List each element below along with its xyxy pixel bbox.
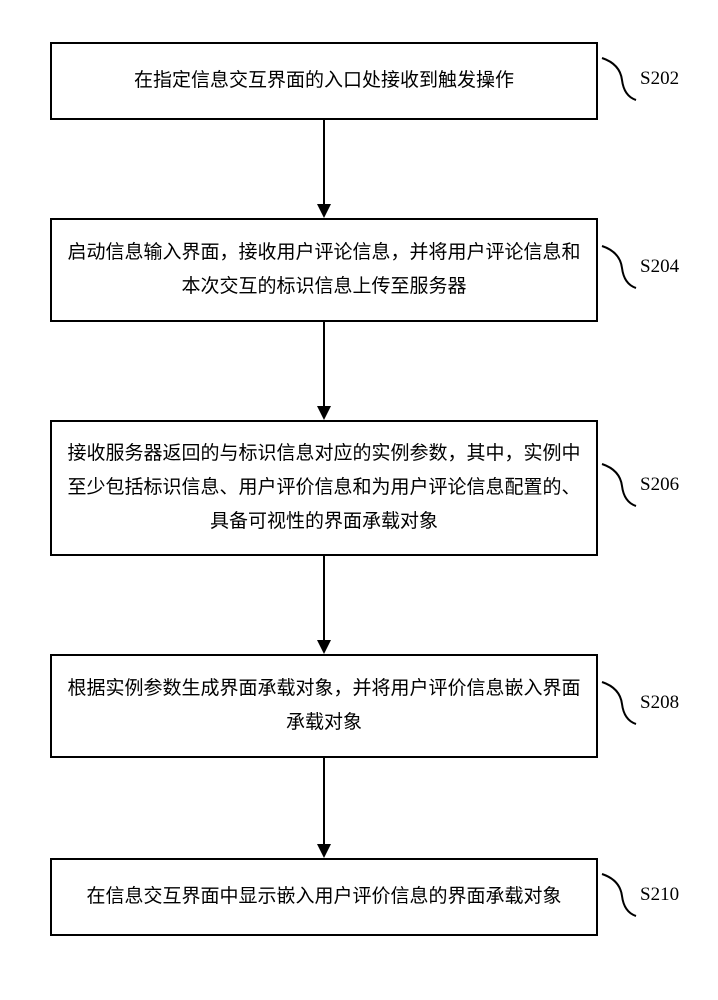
arrow-head — [317, 640, 331, 654]
step-text: 在指定信息交互界面的入口处接收到触发操作 — [134, 64, 514, 98]
step-text: 启动信息输入界面，接收用户评论信息，并将用户评论信息和本次交互的标识信息上传至服… — [64, 236, 584, 304]
step-label-s202: S202 — [640, 68, 679, 90]
step-label-s206: S206 — [640, 474, 679, 496]
step-label-s204: S204 — [640, 256, 679, 278]
connector — [323, 758, 325, 844]
step-label-s210: S210 — [640, 884, 679, 906]
step-text: 接收服务器返回的与标识信息对应的实例参数，其中，实例中至少包括标识信息、用户评价… — [64, 437, 584, 540]
flowchart-canvas: 在指定信息交互界面的入口处接收到触发操作 S202 启动信息输入界面，接收用户评… — [0, 0, 718, 1000]
arrow-head — [317, 204, 331, 218]
step-box-s202: 在指定信息交互界面的入口处接收到触发操作 — [50, 42, 598, 120]
label-curve — [600, 460, 638, 512]
label-curve — [600, 54, 638, 106]
connector — [323, 120, 325, 204]
label-curve — [600, 678, 638, 730]
step-box-s206: 接收服务器返回的与标识信息对应的实例参数，其中，实例中至少包括标识信息、用户评价… — [50, 420, 598, 556]
step-label-s208: S208 — [640, 692, 679, 714]
arrow-head — [317, 844, 331, 858]
connector — [323, 556, 325, 640]
arrow-head — [317, 406, 331, 420]
connector — [323, 322, 325, 406]
label-curve — [600, 870, 638, 922]
label-curve — [600, 242, 638, 294]
step-box-s208: 根据实例参数生成界面承载对象，并将用户评价信息嵌入界面承载对象 — [50, 654, 598, 758]
step-text: 在信息交互界面中显示嵌入用户评价信息的界面承载对象 — [86, 880, 561, 914]
step-text: 根据实例参数生成界面承载对象，并将用户评价信息嵌入界面承载对象 — [64, 672, 584, 740]
step-box-s210: 在信息交互界面中显示嵌入用户评价信息的界面承载对象 — [50, 858, 598, 936]
step-box-s204: 启动信息输入界面，接收用户评论信息，并将用户评论信息和本次交互的标识信息上传至服… — [50, 218, 598, 322]
